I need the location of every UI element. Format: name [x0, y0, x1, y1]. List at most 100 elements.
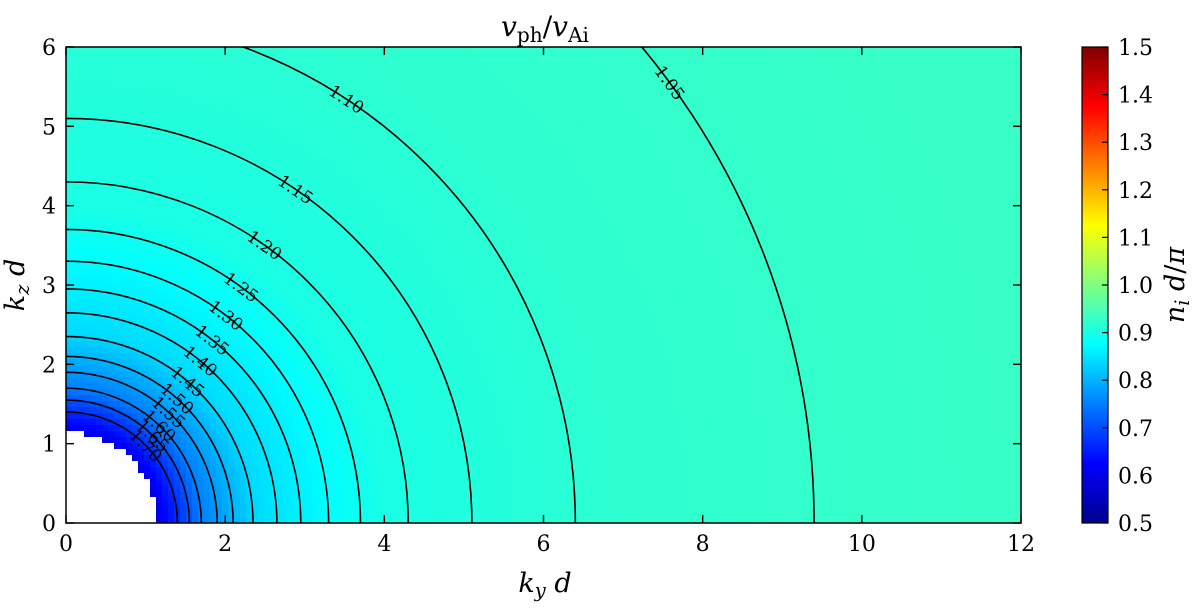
heatmap-cell — [336, 335, 343, 342]
heatmap-cell — [198, 173, 205, 180]
heatmap-cell — [240, 485, 247, 492]
heatmap-cell — [282, 401, 289, 408]
heatmap-cell — [300, 443, 307, 450]
heatmap-cell — [408, 455, 415, 462]
heatmap-cell — [432, 47, 439, 54]
heatmap-cell — [420, 323, 427, 330]
heatmap-cell — [174, 485, 181, 492]
heatmap-cell — [342, 53, 349, 60]
heatmap-cell — [324, 515, 331, 522]
heatmap-cell — [414, 203, 421, 210]
heatmap-cell — [246, 137, 253, 144]
heatmap-cell — [96, 47, 103, 54]
heatmap-cell — [72, 89, 79, 96]
heatmap-cell — [402, 125, 409, 132]
heatmap-cell — [264, 323, 271, 330]
heatmap-cell — [192, 197, 199, 204]
heatmap-cell — [288, 353, 295, 360]
heatmap-cell — [366, 521, 373, 523]
heatmap-cell — [360, 317, 367, 324]
heatmap-cell — [366, 401, 373, 408]
heatmap-cell — [294, 461, 301, 468]
heatmap-cell — [402, 521, 409, 523]
heatmap-cell — [258, 305, 265, 312]
heatmap-cell — [144, 437, 151, 444]
heatmap-cell — [300, 299, 307, 306]
heatmap-cell — [378, 377, 385, 384]
heatmap-cell — [432, 443, 439, 450]
heatmap-cell — [336, 275, 343, 282]
heatmap-cell — [150, 89, 157, 96]
heatmap-cell — [312, 167, 319, 174]
heatmap-cell — [336, 173, 343, 180]
heatmap-cell — [72, 449, 79, 456]
heatmap-cell — [306, 125, 313, 132]
heatmap-cell — [258, 209, 265, 216]
heatmap-cell — [282, 347, 289, 354]
heatmap-cell — [300, 479, 307, 486]
heatmap-cell — [144, 521, 151, 523]
heatmap-cell — [336, 251, 343, 258]
heatmap-cell — [210, 281, 217, 288]
heatmap-cell — [216, 59, 223, 66]
heatmap-cell — [306, 281, 313, 288]
heatmap-cell — [360, 431, 367, 438]
heatmap-cell — [96, 275, 103, 282]
heatmap-cell — [366, 407, 373, 414]
heatmap-cell — [318, 257, 325, 264]
heatmap-cell — [66, 461, 73, 468]
heatmap-cell — [252, 239, 259, 246]
heatmap-cell — [402, 299, 409, 306]
heatmap-cell — [348, 383, 355, 390]
heatmap-cell — [66, 407, 73, 414]
heatmap-cell — [258, 419, 265, 426]
heatmap-cell — [396, 227, 403, 234]
heatmap-cell — [192, 521, 199, 523]
heatmap-cell — [180, 407, 187, 414]
heatmap-cell — [300, 179, 307, 186]
heatmap-cell — [186, 227, 193, 234]
heatmap-cell — [336, 89, 343, 96]
heatmap-cell — [372, 323, 379, 330]
heatmap-cell — [270, 299, 277, 306]
heatmap-cell — [222, 305, 229, 312]
heatmap-cell — [282, 515, 289, 522]
heatmap-cell — [288, 257, 295, 264]
heatmap-cell — [144, 101, 151, 108]
heatmap-cell — [336, 431, 343, 438]
heatmap-cell — [210, 173, 217, 180]
heatmap-cell — [294, 455, 301, 462]
heatmap-cell — [246, 209, 253, 216]
heatmap-cell — [342, 233, 349, 240]
heatmap-cell — [432, 107, 439, 114]
heatmap-cell — [414, 329, 421, 336]
heatmap-cell — [396, 461, 403, 468]
heatmap-cell — [108, 209, 115, 216]
heatmap-cell — [378, 299, 385, 306]
heatmap-cell — [240, 329, 247, 336]
heatmap-cell — [366, 359, 373, 366]
heatmap-cell — [420, 389, 427, 396]
heatmap-cell — [330, 95, 337, 102]
heatmap-cell — [84, 95, 91, 102]
heatmap-cell — [216, 509, 223, 516]
heatmap-cell — [312, 209, 319, 216]
heatmap-cell — [108, 515, 115, 522]
heatmap-cell — [270, 179, 277, 186]
heatmap-cell — [360, 179, 367, 186]
heatmap-cell — [408, 371, 415, 378]
heatmap-cell — [96, 269, 103, 276]
heatmap-cell — [402, 89, 409, 96]
heatmap-cell — [288, 203, 295, 210]
heatmap-cell — [168, 65, 175, 72]
heatmap-cell — [162, 173, 169, 180]
heatmap-cell — [240, 161, 247, 168]
heatmap-cell — [120, 443, 127, 450]
heatmap-cell — [384, 449, 391, 456]
heatmap-cell — [240, 389, 247, 396]
heatmap-cell — [84, 161, 91, 168]
heatmap-cell — [288, 425, 295, 432]
heatmap-cell — [138, 161, 145, 168]
heatmap-cell — [132, 155, 139, 162]
heatmap-cell — [282, 131, 289, 138]
